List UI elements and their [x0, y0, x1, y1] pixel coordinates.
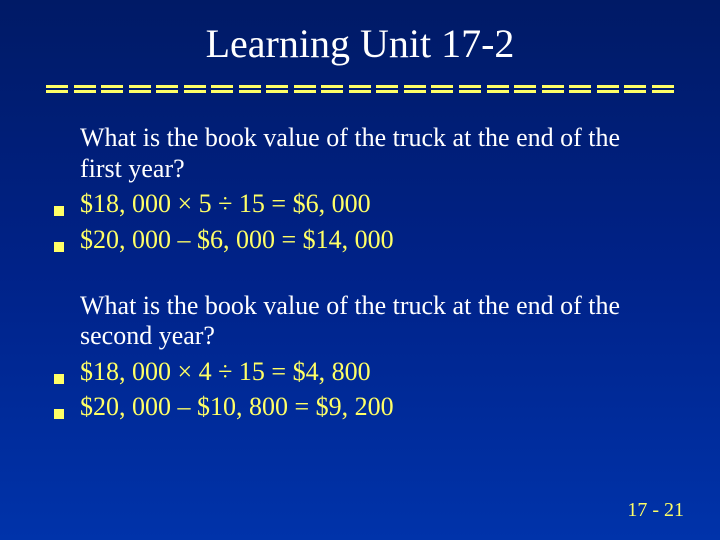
- divider-segment: [46, 85, 68, 93]
- list-item: $20, 000 – $6, 000 = $14, 000: [80, 224, 660, 255]
- list-item: $20, 000 – $10, 800 = $9, 200: [80, 391, 660, 422]
- calc-line: $18, 000 × 4 ÷ 15 = $4, 800: [80, 356, 371, 387]
- block-1: What is the book value of the truck at t…: [80, 123, 660, 255]
- block-2: What is the book value of the truck at t…: [80, 291, 660, 423]
- divider-segment: [542, 85, 564, 93]
- square-bullet-icon: [54, 206, 64, 216]
- divider-segment: [349, 85, 371, 93]
- square-bullet-icon: [54, 409, 64, 419]
- divider: [40, 85, 680, 93]
- divider-segment: [514, 85, 536, 93]
- divider-segment: [597, 85, 619, 93]
- divider-segment: [129, 85, 151, 93]
- divider-segment: [487, 85, 509, 93]
- question-text: What is the book value of the truck at t…: [80, 291, 660, 352]
- divider-segment: [156, 85, 178, 93]
- divider-segment: [376, 85, 398, 93]
- square-bullet-icon: [54, 374, 64, 384]
- divider-segment: [652, 85, 674, 93]
- divider-segment: [569, 85, 591, 93]
- slide-number: 17 - 21: [627, 499, 684, 522]
- divider-segment: [404, 85, 426, 93]
- slide: Learning Unit 17-2 What is the book valu…: [0, 0, 720, 540]
- slide-title: Learning Unit 17-2: [40, 20, 680, 67]
- divider-segment: [266, 85, 288, 93]
- divider-segment: [294, 85, 316, 93]
- slide-content: What is the book value of the truck at t…: [40, 123, 680, 422]
- divider-segment: [74, 85, 96, 93]
- divider-segment: [431, 85, 453, 93]
- calc-line: $18, 000 × 5 ÷ 15 = $6, 000: [80, 188, 371, 219]
- list-item: $18, 000 × 5 ÷ 15 = $6, 000: [80, 188, 660, 219]
- calc-line: $20, 000 – $6, 000 = $14, 000: [80, 224, 394, 255]
- divider-segment: [321, 85, 343, 93]
- divider-segment: [624, 85, 646, 93]
- divider-segment: [239, 85, 261, 93]
- divider-segment: [211, 85, 233, 93]
- divider-segment: [459, 85, 481, 93]
- list-item: $18, 000 × 4 ÷ 15 = $4, 800: [80, 356, 660, 387]
- square-bullet-icon: [54, 242, 64, 252]
- divider-segment: [101, 85, 123, 93]
- question-text: What is the book value of the truck at t…: [80, 123, 660, 184]
- divider-segment: [184, 85, 206, 93]
- calc-line: $20, 000 – $10, 800 = $9, 200: [80, 391, 394, 422]
